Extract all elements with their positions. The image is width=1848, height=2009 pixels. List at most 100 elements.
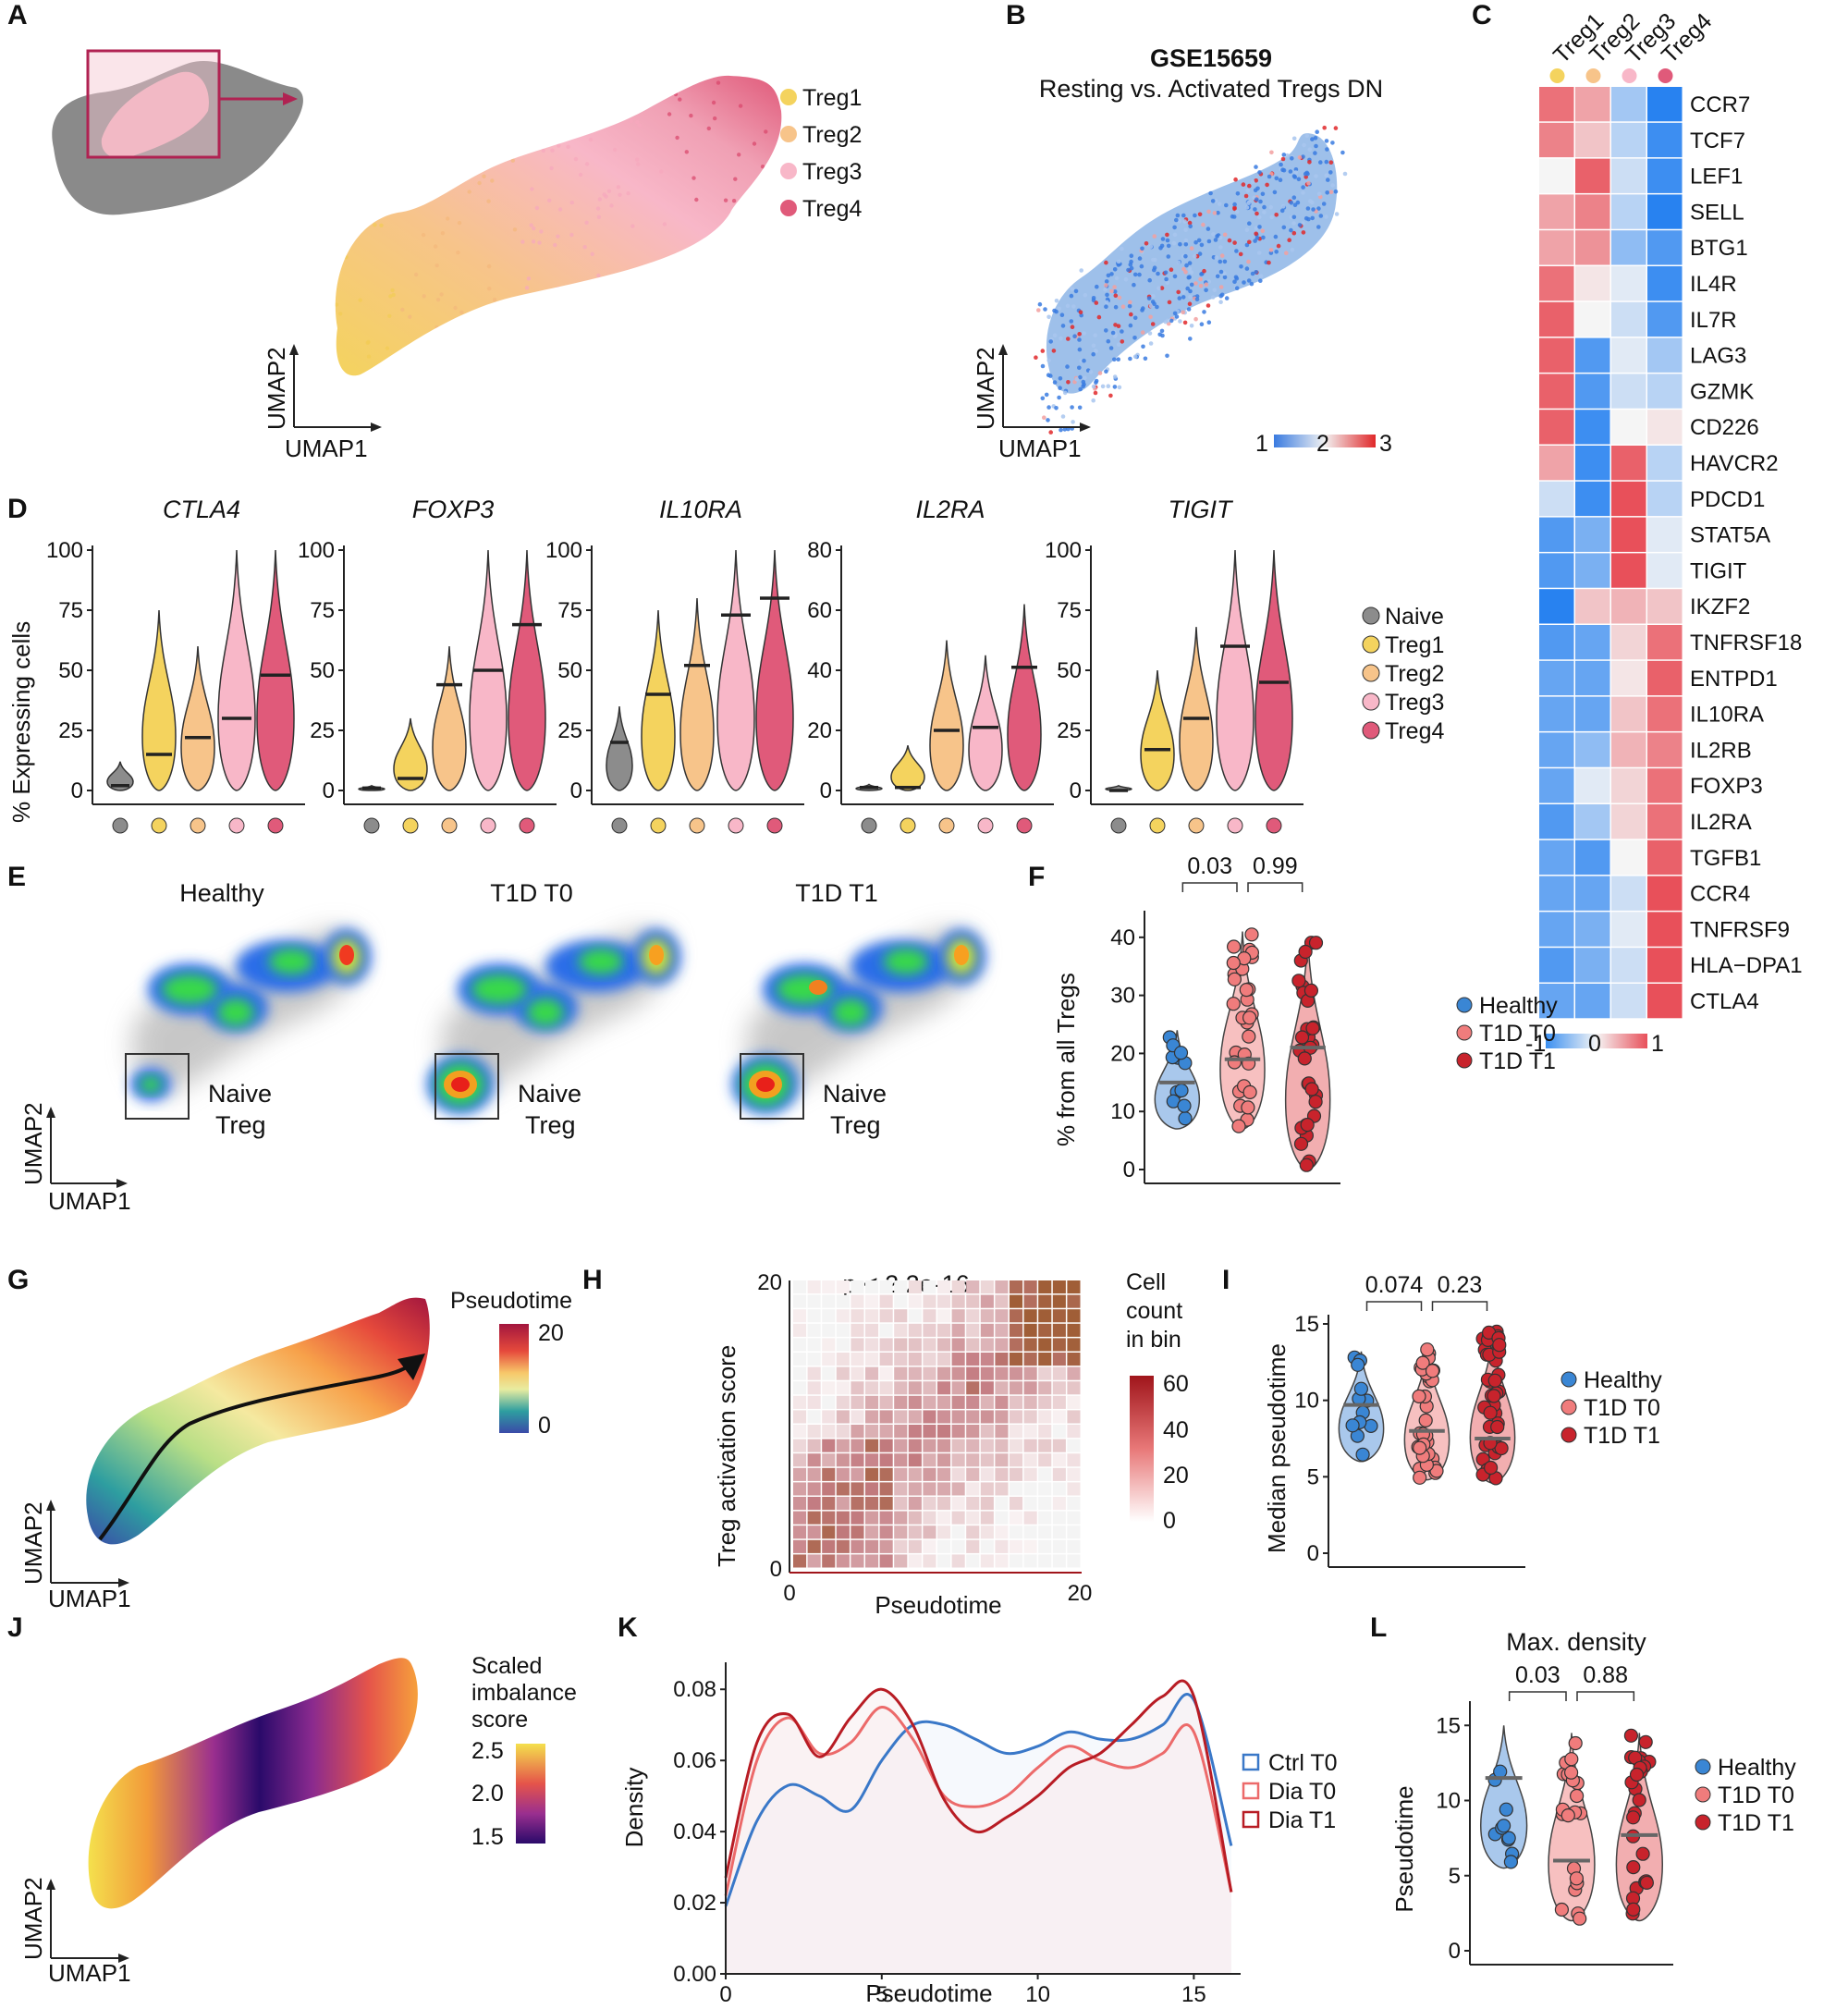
- sample-point: [1639, 1875, 1655, 1891]
- umap-cell: [373, 223, 377, 227]
- umap-cell: [538, 75, 543, 78]
- violin: [1216, 549, 1254, 791]
- umap-cell: [1116, 357, 1120, 362]
- umap-cell: [1321, 202, 1327, 206]
- heatmap-cell: [1575, 660, 1610, 696]
- bin-cell: [1052, 1425, 1066, 1439]
- umap-cell: [421, 232, 426, 238]
- umap-cell: [1291, 136, 1297, 141]
- bin-cell: [1023, 1410, 1037, 1424]
- gene-title: FOXP3: [412, 496, 495, 523]
- y-tick-label: 0: [71, 778, 83, 803]
- umap-cell: [501, 353, 507, 358]
- umap-cell: [1159, 243, 1165, 249]
- gene-title: CTLA4: [163, 496, 240, 523]
- umap-cell: [672, 353, 677, 359]
- bin-cell: [807, 1366, 821, 1380]
- umap-cell: [1289, 227, 1293, 233]
- umap-cell: [1140, 246, 1144, 251]
- umap-cell: [689, 113, 693, 118]
- umap-cell: [529, 223, 533, 227]
- heatmap-cell: [1647, 230, 1683, 265]
- y-tick-label: 5: [1449, 1864, 1461, 1889]
- sample-point: [1174, 1083, 1189, 1098]
- bin-cell: [980, 1497, 994, 1511]
- umap-cell: [1091, 343, 1096, 349]
- bin-cell: [793, 1366, 807, 1380]
- gene-label: PDCD1: [1690, 487, 1765, 512]
- bin-cell: [951, 1554, 965, 1568]
- umap-cell: [366, 354, 372, 359]
- column-color-dot: [1622, 68, 1637, 83]
- bin-cell: [951, 1539, 965, 1553]
- umap-cell: [1132, 336, 1137, 340]
- umap-cell: [1117, 295, 1122, 300]
- umap-cell: [1254, 226, 1259, 230]
- umap-cell: [542, 374, 546, 376]
- legend-d-treg3: Treg3: [1385, 690, 1444, 716]
- gene-label: ENTPD1: [1690, 667, 1778, 692]
- heatmap-cell: [1611, 589, 1646, 624]
- umap-cell: [1104, 283, 1108, 288]
- bin-cell: [879, 1511, 893, 1525]
- umap-cell: [1210, 295, 1216, 300]
- heatmap-cell: [1647, 625, 1683, 660]
- umap-cell: [765, 338, 770, 343]
- bin-cell: [1010, 1323, 1023, 1337]
- y-tick-label: 25: [557, 718, 582, 743]
- bin-cell: [1038, 1511, 1052, 1525]
- umap-cell: [559, 303, 564, 308]
- umap-cell: [486, 199, 491, 203]
- gene-label: LAG3: [1690, 344, 1746, 369]
- umap-cell: [1060, 324, 1066, 328]
- heatmap-cell: [1575, 839, 1610, 876]
- umap-cell: [1151, 294, 1156, 299]
- umap-cell: [1083, 375, 1087, 381]
- y-tick-label: 50: [1057, 658, 1082, 683]
- sample-point: [1345, 1418, 1360, 1433]
- bin-cell: [851, 1497, 864, 1511]
- umap-cell: [635, 157, 640, 162]
- bin-cell: [894, 1497, 908, 1511]
- umap-cell: [520, 141, 525, 145]
- panel-b-scale-2: 2: [1316, 431, 1329, 457]
- bin-cell: [995, 1381, 1009, 1395]
- density-core: [579, 949, 623, 974]
- umap-cell: [1096, 314, 1102, 320]
- umap-cell: [1273, 234, 1279, 239]
- bin-cell: [995, 1539, 1009, 1553]
- sample-point: [1564, 1752, 1579, 1767]
- umap-cell: [697, 300, 703, 305]
- legend-i: Healthy T1D T0 T1D T1: [1560, 1367, 1662, 1449]
- p-value: 0.88: [1583, 1662, 1628, 1688]
- bin-cell: [923, 1425, 936, 1439]
- heatmap-cell: [1575, 876, 1610, 911]
- bin-cell: [908, 1467, 922, 1481]
- sample-point: [1490, 1419, 1505, 1435]
- column-color-dot: [1549, 68, 1565, 83]
- umap-cell: [532, 226, 536, 231]
- umap-cell: [526, 276, 532, 281]
- umap-cell: [1304, 133, 1310, 138]
- bin-cell: [937, 1497, 951, 1511]
- umap-cell: [471, 321, 477, 325]
- umap-cell: [1296, 177, 1302, 182]
- bin-cell: [908, 1353, 922, 1366]
- umap-cell: [1256, 214, 1262, 220]
- umap-cell: [434, 162, 440, 166]
- legend-d-treg2: Treg2: [1385, 661, 1444, 687]
- umap-cell: [1307, 147, 1313, 152]
- umap-cell: [428, 191, 433, 197]
- umap-cell: [1262, 210, 1267, 214]
- gene-label: TIGIT: [1690, 558, 1747, 583]
- bin-cell: [980, 1338, 994, 1352]
- umap-cell: [1105, 300, 1109, 305]
- umap-cell: [1253, 188, 1258, 193]
- bin-cell: [879, 1497, 893, 1511]
- bin-cell: [937, 1323, 951, 1337]
- umap-cell: [1140, 330, 1145, 335]
- panel-c-scale-neg1: -1: [1525, 1031, 1546, 1057]
- heatmap-cell: [1575, 337, 1610, 373]
